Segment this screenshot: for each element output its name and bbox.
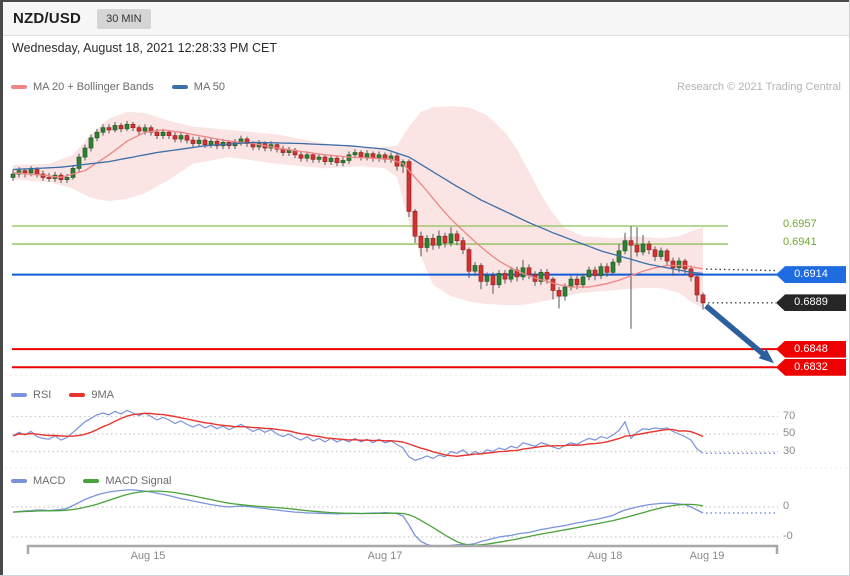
price-level-label-0.6889: 0.6889	[776, 294, 846, 312]
legend-item-rsi: RSI	[11, 389, 51, 401]
price-level-label-0.6832: 0.6832	[776, 358, 846, 376]
legend-macd-label: MACD	[33, 475, 66, 487]
legend-item-9ma: 9MA	[69, 389, 114, 401]
legend-9ma-label: 9MA	[91, 389, 114, 401]
research-watermark: Research © 2021 Trading Central	[676, 81, 841, 93]
macd-dash-icon	[11, 479, 27, 483]
rsi-gridline-label-50: 50	[783, 427, 796, 439]
time-tick-aug-17: Aug 17	[367, 550, 403, 562]
ma50-dash-icon	[171, 85, 188, 89]
rsi-9ma-dash-icon	[69, 393, 86, 397]
symbol-title: NZD/USD	[13, 10, 82, 27]
legend-ma20-label: MA 20 + Bollinger Bands	[33, 81, 154, 93]
ma20-dash-icon	[11, 85, 27, 89]
price-level-label-0.6914: 0.6914	[776, 266, 846, 284]
datetime-label: Wednesday, August 18, 2021 12:28:33 PM C…	[12, 41, 277, 55]
legend-item-macd: MACD	[11, 475, 65, 487]
price-level-label-0.6848: 0.6848	[776, 340, 846, 358]
header-bar: NZD/USD 30 MIN	[3, 2, 849, 36]
rsi-legend: RSI 9MA	[11, 389, 114, 401]
macd-gridline-label-0: 0	[783, 500, 790, 512]
legend-ma50-label: MA 50	[193, 81, 225, 93]
window-border-left	[0, 0, 3, 576]
price-level-label-0.6941: 0.6941	[783, 236, 817, 249]
price-legend: MA 20 + Bollinger Bands MA 50	[11, 81, 225, 93]
macd-gridline-label--0: -0	[783, 530, 793, 542]
macd-legend: MACD MACD Signal	[11, 475, 171, 487]
rsi-dash-icon	[11, 393, 27, 397]
legend-item-ma20: MA 20 + Bollinger Bands	[11, 81, 154, 93]
window-border-top	[0, 0, 850, 2]
price-level-label-0.6957: 0.6957	[783, 218, 817, 230]
legend-macd-signal-label: MACD Signal	[105, 475, 172, 487]
time-tick-aug-18: Aug 18	[587, 550, 623, 562]
legend-item-ma50: MA 50	[171, 81, 225, 93]
rsi-gridline-label-30: 30	[783, 444, 796, 457]
time-tick-aug-19: Aug 19	[689, 550, 725, 562]
rsi-gridline-label-70: 70	[783, 409, 796, 422]
legend-item-macd-signal: MACD Signal	[83, 475, 171, 487]
timeframe-badge: 30 MIN	[97, 8, 151, 29]
time-tick-aug-15: Aug 15	[130, 550, 166, 562]
macd-signal-dash-icon	[83, 479, 100, 483]
legend-rsi-label: RSI	[33, 389, 52, 401]
